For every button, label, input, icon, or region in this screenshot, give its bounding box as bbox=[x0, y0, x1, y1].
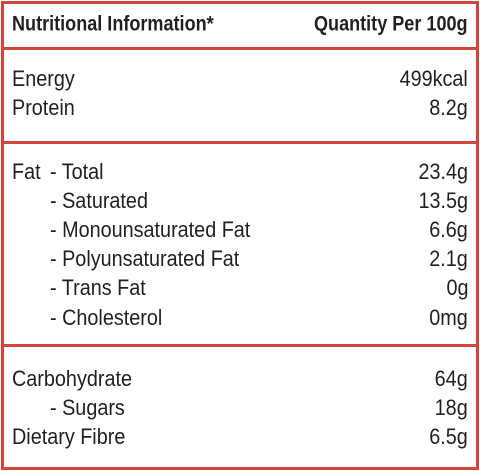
row-value: 23.4g bbox=[418, 159, 468, 184]
row-value: 13.5g bbox=[418, 188, 468, 213]
row-value: 6.5g bbox=[429, 424, 468, 449]
row-label: - Saturated bbox=[50, 188, 148, 213]
row-label: Protein bbox=[12, 95, 75, 120]
header-quantity: Quantity Per 100g bbox=[314, 12, 468, 36]
row-label: - Trans Fat bbox=[50, 275, 146, 300]
row-value: 18g bbox=[434, 395, 468, 420]
row-label: Energy bbox=[12, 66, 75, 91]
divider bbox=[1, 141, 479, 144]
divider bbox=[1, 47, 479, 50]
row-value: 6.6g bbox=[429, 217, 468, 242]
row-label: - Monounsaturated Fat bbox=[50, 217, 251, 242]
divider bbox=[1, 344, 479, 347]
row-prefix: Fat bbox=[12, 159, 41, 184]
row-label: - Polyunsaturated Fat bbox=[50, 246, 240, 271]
row-label: Dietary Fibre bbox=[12, 424, 126, 449]
row-value: 2.1g bbox=[429, 246, 468, 271]
row-label: - Total bbox=[50, 159, 104, 184]
row-value: 0mg bbox=[429, 305, 468, 330]
header-title: Nutritional Information* bbox=[12, 12, 214, 36]
row-value: 64g bbox=[434, 366, 468, 391]
row-label: Carbohydrate bbox=[12, 366, 132, 391]
row-value: 8.2g bbox=[429, 95, 468, 120]
row-label: - Sugars bbox=[50, 395, 125, 420]
row-value: 499kcal bbox=[399, 66, 468, 91]
row-value: 0g bbox=[445, 275, 468, 300]
row-label: - Cholesterol bbox=[50, 305, 163, 330]
